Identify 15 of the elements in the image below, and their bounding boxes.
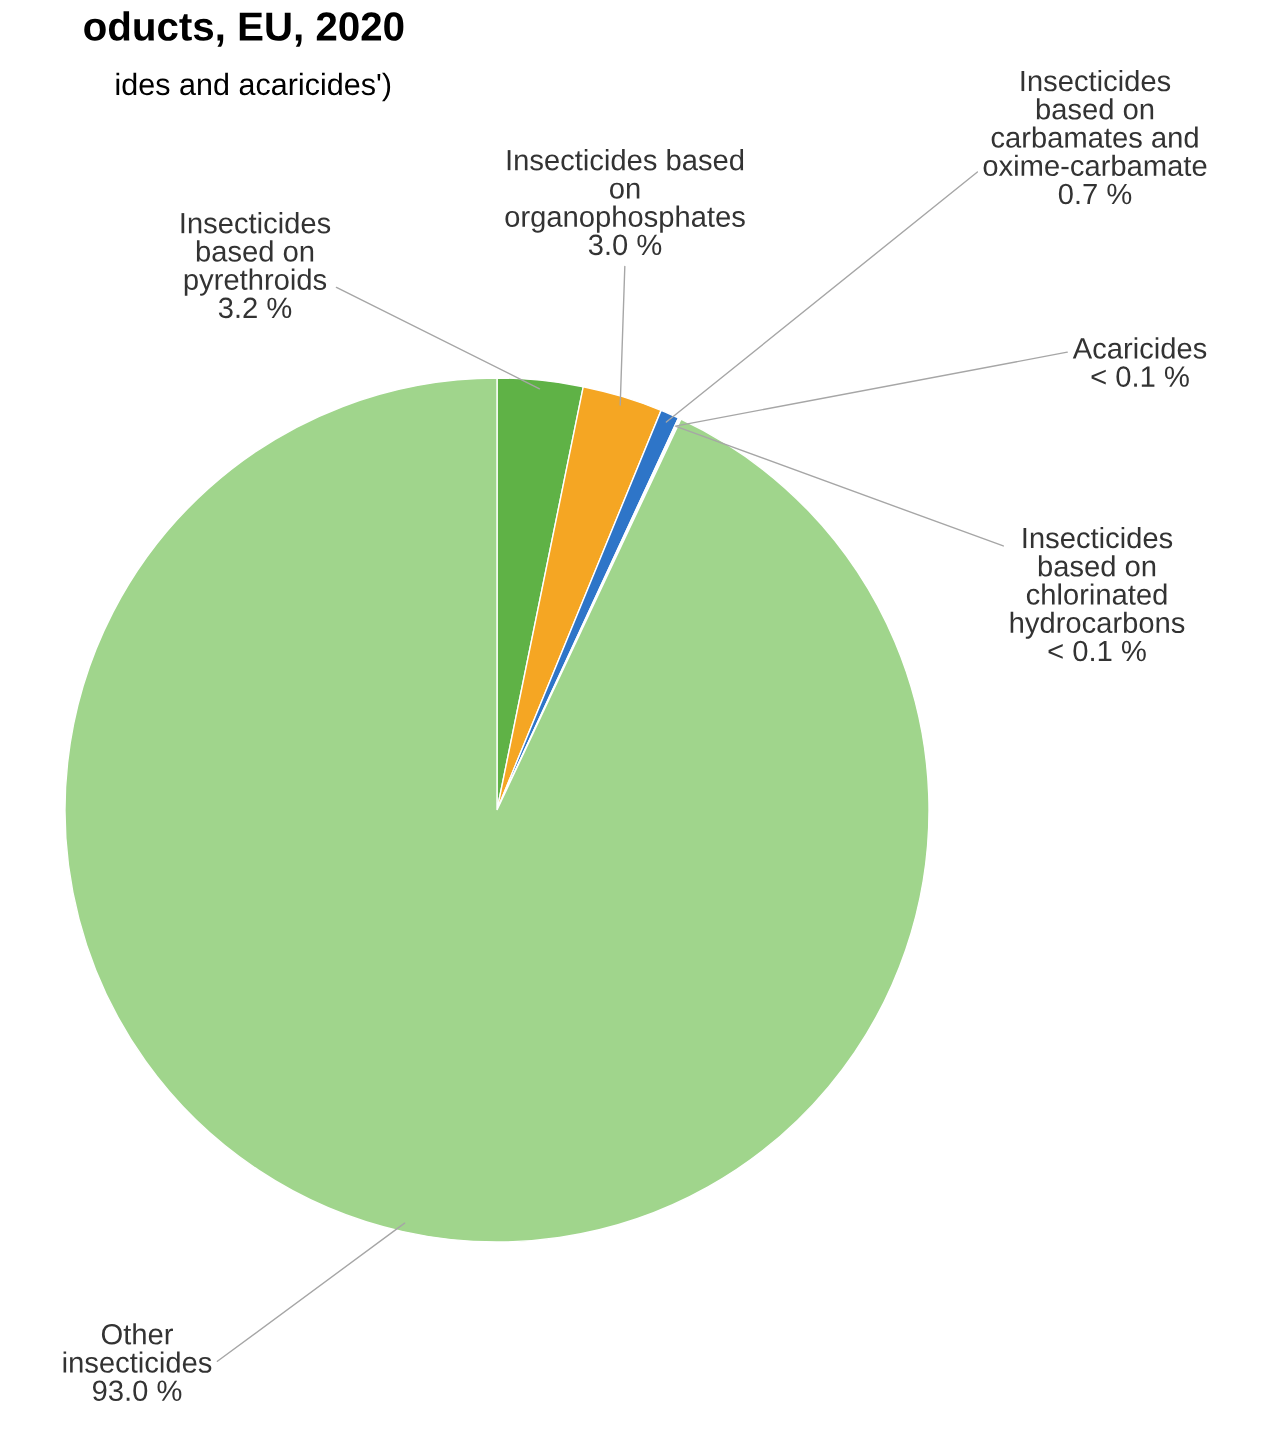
data-label: 93.0 %	[92, 1380, 182, 1402]
chart-title: oducts, EU, 2020	[84, 11, 404, 47]
slice-label: Acaricides	[1072, 337, 1207, 359]
chart-subtitle: ides and acaricides')	[116, 72, 391, 102]
slice-label: Insecticides based on carbamates and oxime-carbamate	[983, 69, 1207, 177]
data-label: 3.0 %	[588, 234, 662, 256]
data-label: < 0.1 %	[1048, 640, 1146, 662]
slice-label: Insecticides based on organophosphates	[505, 149, 745, 233]
data-label: 0.7 %	[1058, 183, 1132, 205]
pie-slice	[64, 377, 930, 1243]
data-label: 3.2 %	[218, 297, 292, 319]
data-label: < 0.1 %	[1091, 366, 1189, 387]
slice-label: Other insecticides	[63, 1323, 212, 1373]
slice-label: Insecticides based on pyrethroids	[181, 212, 331, 296]
slice-label: Insecticides based on chlorinated hydrocarbons	[1010, 526, 1185, 639]
